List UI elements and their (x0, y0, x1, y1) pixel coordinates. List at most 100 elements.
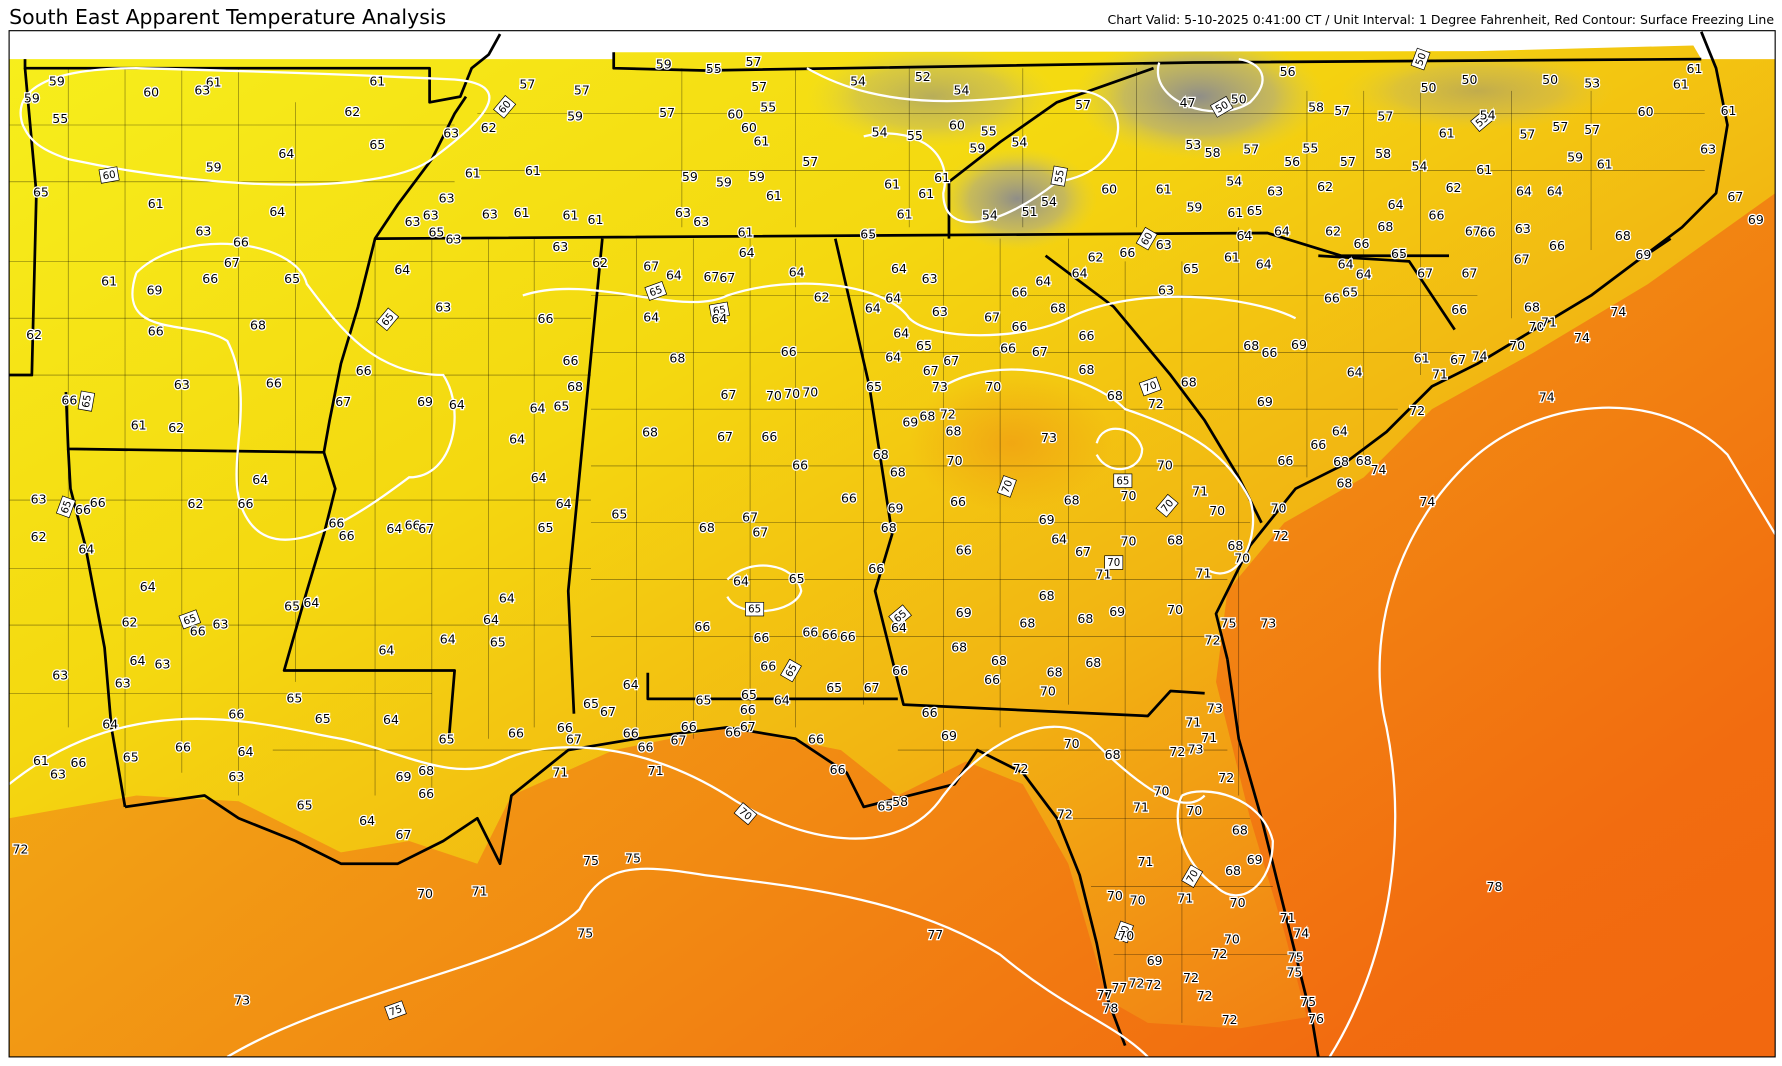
station-value: 65 (741, 687, 757, 702)
station-value: 72 (940, 406, 956, 421)
station-value: 72 (1197, 988, 1213, 1003)
station-value: 68 (1107, 388, 1123, 403)
station-value: 67 (418, 521, 434, 536)
station-value: 66 (266, 376, 282, 391)
station-value: 64 (774, 693, 790, 708)
station-value: 67 (717, 429, 733, 444)
station-value: 66 (781, 344, 797, 359)
station-value: 59 (969, 140, 985, 155)
map-frame (8, 30, 1776, 1058)
station-value: 67 (984, 310, 1000, 325)
station-value: 67 (742, 510, 758, 525)
station-value: 57 (1377, 109, 1393, 124)
station-value: 61 (1414, 351, 1430, 366)
station-value: 59 (1567, 149, 1583, 164)
station-value: 61 (766, 188, 782, 203)
station-value: 62 (188, 496, 204, 511)
contour-label: 70 (733, 802, 758, 826)
station-value: 57 (1340, 154, 1356, 169)
station-value: 64 (1388, 197, 1404, 212)
station-value: 64 (733, 573, 749, 588)
station-value: 68 (1377, 219, 1393, 234)
station-value: 70 (1234, 551, 1250, 566)
station-value: 61 (131, 418, 147, 433)
station-value: 66 (892, 663, 908, 678)
station-value: 68 (1085, 655, 1101, 670)
contour-label-text: 55 (1054, 169, 1067, 184)
station-value: 64 (440, 631, 456, 646)
station-value: 63 (439, 190, 455, 205)
station-value: 64 (359, 813, 375, 828)
station-value: 64 (789, 264, 805, 279)
contour-label-box (55, 495, 76, 519)
station-value: 65 (553, 398, 569, 413)
station-value: 61 (465, 165, 481, 180)
station-value: 59 (24, 90, 40, 105)
station-value: 65 (297, 797, 313, 812)
station-value: 65 (826, 680, 842, 695)
station-value: 61 (1597, 156, 1613, 171)
station-value: 61 (206, 74, 222, 89)
station-value: 67 (224, 255, 240, 270)
station-value: 57 (1519, 127, 1535, 142)
station-value: 68 (669, 351, 685, 366)
station-value: 62 (814, 289, 830, 304)
station-value: 64 (140, 579, 156, 594)
station-value: 63 (423, 207, 439, 222)
contour-label: 65 (745, 601, 765, 617)
contour-label-box (1050, 165, 1068, 187)
station-value: 62 (592, 255, 608, 270)
station-value: 64 (449, 397, 465, 412)
station-value: 64 (1035, 273, 1051, 288)
station-value: 61 (514, 205, 530, 220)
station-value: 60 (1638, 104, 1654, 119)
contour-label-text: 65 (748, 605, 761, 616)
station-value: 74 (1371, 462, 1387, 477)
station-value: 64 (885, 290, 901, 305)
station-value: 74 (1293, 926, 1309, 941)
station-value: 50 (1542, 72, 1558, 87)
station-value: 60 (727, 106, 743, 121)
station-value: 64 (1256, 256, 1272, 271)
station-value: 69 (1748, 212, 1764, 227)
station-value: 62 (1325, 223, 1341, 238)
contour-label-box (996, 475, 1017, 498)
station-value: 61 (33, 753, 49, 768)
station-value: 66 (90, 495, 106, 510)
station-value: 63 (1700, 142, 1716, 157)
station-value: 70 (985, 379, 1001, 394)
contour-label-box (178, 609, 202, 630)
station-value: 64 (1547, 184, 1563, 199)
contour-label-box (1114, 920, 1134, 944)
station-value: 70 (1529, 319, 1545, 334)
station-value: 70 (1230, 895, 1246, 910)
contour-label: 70 (996, 475, 1017, 498)
station-value: 75 (1300, 994, 1316, 1009)
station-values: 59 59 55 60 61 63 61 62 63 64 65 59 65 61 64 63 66 67 65 66… (11, 53, 1765, 1029)
station-value: 77 (1111, 980, 1127, 995)
station-value: 70 (1167, 602, 1183, 617)
contour-label-box (1138, 376, 1162, 397)
station-value: 64 (269, 204, 285, 219)
station-value: 61 (588, 212, 604, 227)
station-value: 62 (26, 327, 42, 342)
station-value: 70 (1209, 503, 1225, 518)
station-value: 67 (671, 732, 687, 747)
station-value: 64 (865, 301, 881, 316)
contour-label: 60 (1135, 226, 1158, 251)
station-value: 61 (101, 273, 117, 288)
station-value: 70 (1121, 488, 1137, 503)
station-value: 68 (919, 409, 935, 424)
station-value: 72 (1273, 528, 1289, 543)
station-value: 68 (1243, 338, 1259, 353)
station-value: 66 (841, 490, 857, 505)
station-value: 61 (1156, 181, 1172, 196)
station-value: 66 (339, 528, 355, 543)
station-value: 64 (483, 612, 499, 627)
station-value: 65 (916, 338, 932, 353)
contour-label-box (98, 166, 120, 184)
station-value: 53 (1185, 137, 1201, 152)
station-value: 58 (892, 794, 908, 809)
station-value: 65 (286, 690, 302, 705)
station-value: 71 (1196, 565, 1212, 580)
